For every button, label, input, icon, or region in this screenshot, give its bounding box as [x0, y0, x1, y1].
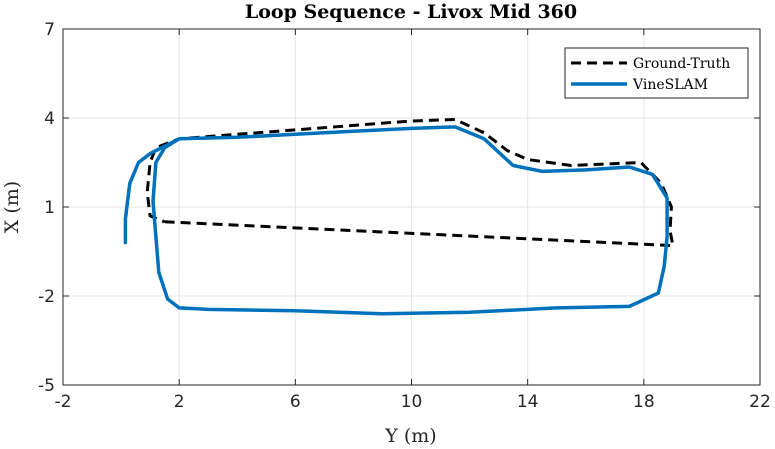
x-tick-label: 6 — [290, 392, 301, 412]
x-tick-label: 2 — [174, 392, 185, 412]
series-line-ground-truth — [145, 118, 675, 248]
legend-label-vineslam: VineSLAM — [632, 77, 708, 93]
series-layer — [123, 118, 675, 316]
y-tick-label: 7 — [44, 20, 55, 40]
legend-label-ground-truth: Ground-Truth — [633, 56, 730, 72]
x-tick-label: 18 — [633, 392, 655, 412]
y-tick-label: 1 — [44, 198, 55, 218]
x-axis-label: Y (m) — [384, 425, 436, 447]
x-tick-label: -2 — [55, 392, 72, 412]
legend: Ground-Truth VineSLAM — [564, 47, 749, 99]
y-tick-label: -5 — [38, 376, 55, 396]
chart-title: Loop Sequence - Livox Mid 360 — [245, 1, 577, 23]
legend-box — [564, 47, 749, 99]
x-tick-label: 10 — [401, 392, 423, 412]
y-tick-label: -2 — [38, 287, 55, 307]
y-axis-label: X (m) — [1, 181, 23, 233]
x-tick-label: 22 — [749, 392, 771, 412]
x-tick-label: 14 — [517, 392, 539, 412]
y-tick-label: 4 — [44, 109, 55, 129]
ticks — [62, 28, 761, 386]
series-line-vineslam — [123, 125, 669, 316]
